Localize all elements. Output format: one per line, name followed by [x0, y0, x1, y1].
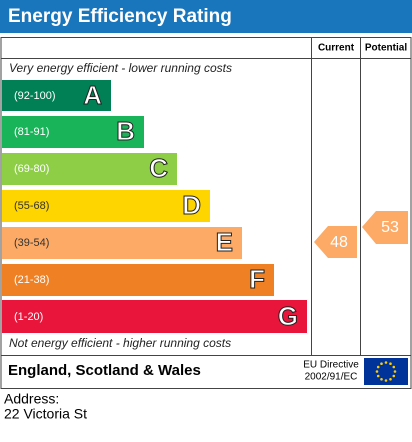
top-note: Very energy efficient - lower running co… — [9, 61, 232, 75]
star — [375, 370, 379, 373]
region: England, Scotland & Wales — [8, 362, 201, 379]
frame — [0, 37, 412, 389]
address-line: 22 Victoria St — [4, 406, 87, 422]
star — [376, 365, 380, 369]
eu-stars — [375, 361, 397, 382]
star — [392, 374, 396, 378]
band-e — [2, 227, 242, 259]
directive: 2002/91/EC — [305, 372, 358, 383]
band-range: (92-100) — [14, 90, 56, 102]
band-c — [2, 153, 177, 185]
star — [389, 362, 392, 366]
band-letter: B — [116, 116, 135, 146]
band-letter: A — [83, 80, 102, 110]
current-header: Current — [318, 43, 355, 54]
band-a — [2, 80, 111, 111]
star — [384, 379, 388, 382]
band-f — [2, 264, 274, 296]
band-letter: D — [182, 190, 201, 220]
band-range: (39-54) — [14, 237, 49, 249]
band-letter: E — [216, 227, 233, 257]
star — [389, 377, 392, 381]
band-range: (55-68) — [14, 200, 49, 212]
potential-arrow — [362, 211, 408, 244]
title-bar — [0, 0, 412, 33]
band-letter: C — [149, 153, 168, 183]
star — [380, 377, 383, 381]
band-range: (81-91) — [14, 126, 49, 138]
bands: (92-100) A (81-91) B (69-80) C (55-68) D… — [2, 79, 307, 333]
current-rating: 48 — [330, 234, 348, 251]
band-letter: G — [278, 301, 298, 331]
bottom-note: Not energy efficient - higher running co… — [9, 336, 231, 350]
address-label: Address: — [4, 391, 59, 407]
band-d — [2, 190, 210, 222]
star — [384, 361, 388, 364]
star — [392, 365, 396, 369]
star — [393, 370, 397, 373]
potential-header: Potential — [365, 43, 407, 54]
band-b — [2, 116, 144, 148]
directive: EU Directive — [303, 360, 359, 371]
potential-rating: 53 — [381, 219, 399, 236]
star — [376, 374, 380, 378]
band-range: (21-38) — [14, 274, 49, 286]
band-range: (1-20) — [14, 311, 43, 323]
title: Energy Efficiency Rating — [8, 6, 232, 27]
band-g — [2, 300, 307, 333]
star — [380, 362, 383, 366]
band-range: (69-80) — [14, 163, 49, 175]
band-letter: F — [249, 264, 265, 294]
current-arrow — [314, 226, 357, 258]
